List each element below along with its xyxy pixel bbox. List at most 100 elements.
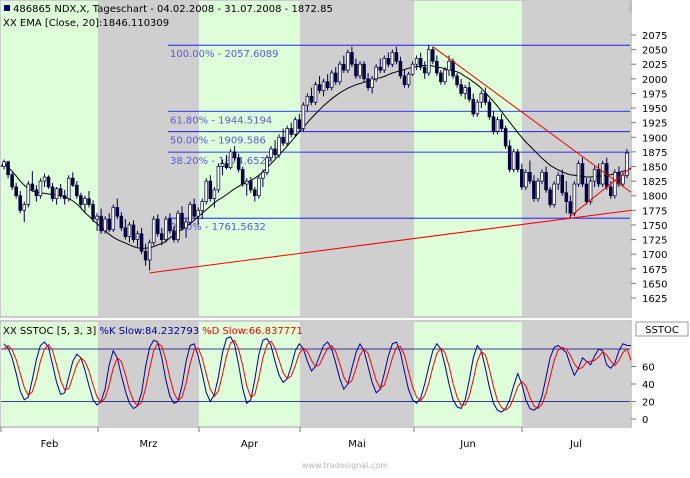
price-tick-label: 1800: [642, 192, 667, 203]
candle-body: [588, 180, 593, 202]
candle-body: [18, 195, 22, 211]
candle-body: [414, 58, 419, 65]
scroll-handle[interactable]: [629, 2, 632, 12]
candle-body: [540, 171, 544, 182]
candle-body: [42, 176, 47, 182]
candle-body: [293, 119, 298, 135]
oscillator-title: XX SSTOC [5, 3, 3] %K Slow:84.232793 %D S…: [3, 326, 303, 337]
candle-body: [10, 174, 14, 188]
candle-body: [196, 209, 200, 217]
candle-body: [289, 128, 293, 135]
candle-body: [38, 180, 43, 197]
candle-body: [576, 163, 581, 185]
candle-body: [321, 81, 326, 91]
candle-body: [58, 188, 63, 197]
candle-body: [131, 224, 136, 240]
month-band-main: [1, 1, 98, 316]
k-slow-line: [3, 336, 631, 413]
candle-body: [139, 233, 144, 252]
candle-body: [66, 177, 71, 199]
trend-line: [432, 46, 632, 193]
candle-body: [79, 195, 83, 205]
candle-body: [91, 204, 95, 220]
candle-body: [370, 78, 374, 88]
candle-body: [155, 218, 160, 235]
candle-body: [600, 163, 605, 185]
candle-body: [95, 215, 99, 220]
candle-body: [176, 212, 180, 240]
candle-body: [382, 58, 387, 71]
month-band-osc: [199, 322, 300, 426]
candle-body: [313, 84, 318, 103]
price-tick-label: 1950: [642, 104, 667, 115]
trend-lines: [149, 46, 632, 274]
candle-body: [30, 183, 35, 191]
d-slow-line: [3, 339, 632, 411]
trend-line: [570, 167, 632, 217]
candle-body: [281, 136, 285, 144]
candle-body: [374, 66, 378, 80]
month-bands-main: [1, 1, 630, 316]
candle-body: [358, 63, 362, 77]
candle-body: [301, 104, 306, 129]
oscillator-title-prefix: XX SSTOC [5, 3, 3]: [3, 326, 100, 337]
price-tick-label: 2050: [642, 46, 667, 57]
candle-body: [410, 63, 415, 75]
candle-body: [184, 221, 188, 229]
osc-tick-label: 40: [642, 380, 655, 391]
month-band-osc: [300, 322, 414, 426]
candle-body: [426, 49, 431, 74]
candle-body: [621, 174, 625, 185]
candle-body: [147, 242, 152, 261]
month-label: Mrz: [140, 439, 158, 450]
candle-body: [46, 176, 51, 188]
price-axis: 1625 1650 1675 1700 1725 1750 1775 1800 1825 1850…: [631, 31, 667, 305]
candle-body: [406, 73, 411, 86]
candle-body: [338, 63, 342, 83]
candle-body: [524, 171, 528, 188]
watermark: www.tradesignal.com: [302, 461, 388, 470]
candle-body: [596, 169, 601, 185]
candle-body: [164, 218, 168, 240]
candle-body: [200, 201, 205, 211]
candle-body: [172, 230, 176, 240]
month-axis: Feb Mrz Apr Mai Jun Jul: [0, 427, 690, 456]
fib-label: 38.20% - 1874.6527: [170, 156, 272, 167]
candle-body: [544, 171, 548, 191]
price-tick-label: 1875: [642, 148, 667, 159]
month-label: Jun: [459, 439, 476, 450]
candle-body: [483, 93, 488, 103]
candle-body: [119, 215, 124, 229]
price-tick-label: 1625: [642, 294, 667, 305]
candle-body: [2, 161, 6, 167]
candle-body: [50, 186, 55, 199]
d-slow-legend: %D Slow:66.837771: [202, 326, 303, 337]
candle-body: [536, 180, 540, 199]
price-tick-label: 1750: [642, 221, 667, 232]
candle-body: [398, 60, 403, 77]
candle-body: [26, 183, 31, 205]
month-label: Jul: [569, 439, 582, 450]
price-tick-label: 1675: [642, 265, 667, 276]
candle-body: [34, 189, 39, 197]
candle-body: [564, 192, 569, 202]
candle-body: [309, 96, 314, 103]
candle-body: [135, 233, 140, 240]
month-label: Apr: [241, 439, 259, 450]
candle-body: [511, 151, 516, 170]
price-tick-label: 1975: [642, 89, 667, 100]
candle-body: [333, 72, 338, 83]
month-label: Mai: [348, 439, 366, 450]
candle-body: [83, 198, 87, 205]
month-band-osc: [522, 322, 630, 426]
candle-body: [507, 145, 512, 170]
candle-body: [188, 204, 192, 223]
candle-body: [14, 186, 18, 197]
candle-body: [455, 75, 459, 86]
price-tick-label: 1900: [642, 133, 667, 144]
candle-body: [552, 183, 556, 205]
candle-body: [463, 87, 467, 94]
osc-tick-label: 20: [642, 398, 655, 409]
